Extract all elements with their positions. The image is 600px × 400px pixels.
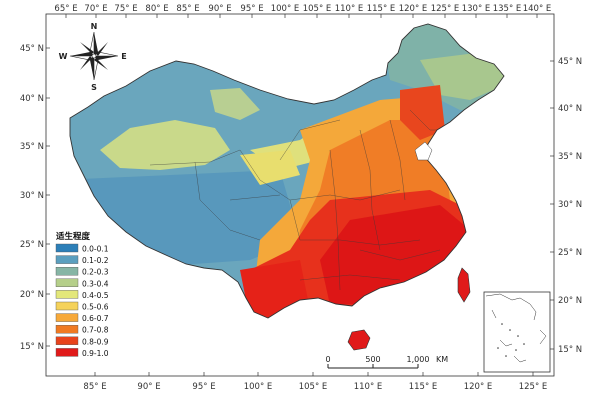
- lon-tick: 140° E: [523, 4, 552, 14]
- legend-swatch: [55, 255, 79, 264]
- scale-bar: 0 500 1,000 KM: [325, 355, 448, 369]
- legend: 适生程度 0.0-0.1 0.1-0.2 0.2-0.3 0.3-0.4 0.4-0.5…: [55, 231, 109, 358]
- lon-tick: 120° E: [399, 4, 428, 14]
- scale-label-500: 500: [365, 355, 380, 364]
- lat-tick: 20° N: [20, 290, 44, 300]
- lon-tick: 80° E: [145, 4, 168, 14]
- south-china-sea-inset: [483, 291, 551, 373]
- lat-tick: 35° N: [558, 152, 582, 162]
- longitude-ticks-bottom: 85° E 90° E 95° E 100° E 105° E 110° E 1…: [83, 382, 547, 392]
- lon-tick: 125° E: [431, 4, 460, 14]
- lon-tick: 110° E: [354, 382, 383, 392]
- lon-tick: 115° E: [409, 382, 438, 392]
- lat-tick: 45° N: [558, 57, 582, 67]
- lon-tick: 105° E: [303, 4, 332, 14]
- band-ordos: [240, 150, 300, 185]
- compass-east: E: [121, 52, 126, 61]
- lat-tick: 15° N: [20, 342, 44, 352]
- legend-label: 0.4-0.5: [82, 291, 109, 300]
- scale-label-1000: 1,000: [407, 355, 430, 364]
- lat-tick: 30° N: [20, 191, 44, 201]
- lon-tick: 65° E: [54, 4, 77, 14]
- legend-swatch: [55, 325, 79, 334]
- lon-tick: 85° E: [83, 382, 106, 392]
- lon-tick: 110° E: [335, 4, 364, 14]
- lon-tick: 100° E: [271, 4, 300, 14]
- lon-tick: 75° E: [114, 4, 137, 14]
- lat-tick: 35° N: [20, 142, 44, 152]
- legend-label: 0.2-0.3: [82, 268, 109, 277]
- lon-tick: 90° E: [208, 4, 231, 14]
- legend-swatch: [55, 301, 79, 311]
- lon-tick: 70° E: [84, 4, 107, 14]
- scale-label-0: 0: [325, 355, 330, 364]
- compass-south: S: [91, 83, 97, 92]
- legend-swatch: [55, 278, 79, 287]
- legend-label: 0.7-0.8: [82, 326, 109, 335]
- band-tarim: [100, 120, 230, 170]
- band-yunnan: [240, 260, 310, 318]
- latitude-ticks-left: 45° N 40° N 35° N 30° N 25° N 20° N 15° …: [20, 44, 44, 352]
- legend-swatch: [55, 336, 79, 345]
- scale-unit: KM: [436, 355, 448, 364]
- lon-tick: 125° E: [519, 382, 548, 392]
- longitude-ticks-top: 65° E 70° E 75° E 80° E 85° E 90° E 95° …: [54, 4, 551, 14]
- legend-title: 适生程度: [56, 231, 91, 242]
- lat-tick: 15° N: [558, 345, 582, 355]
- band-liaoning: [400, 85, 445, 140]
- lat-tick: 40° N: [558, 104, 582, 114]
- compass-rose: N S E W: [59, 22, 127, 92]
- inset-islands: [497, 323, 525, 357]
- lat-tick: 30° N: [558, 200, 582, 210]
- hainan-island: [347, 329, 371, 351]
- lon-tick: 95° E: [240, 4, 263, 14]
- legend-swatch: [55, 290, 79, 299]
- frame-tick-marks: [46, 14, 554, 376]
- lat-tick: 40° N: [20, 94, 44, 104]
- lat-tick: 25° N: [20, 240, 44, 250]
- inset-coastline: [485, 293, 547, 363]
- lon-tick: 120° E: [464, 382, 493, 392]
- lon-tick: 105° E: [299, 382, 328, 392]
- taiwan-island: [457, 267, 471, 303]
- band-dzungaria: [210, 88, 260, 120]
- lon-tick: 95° E: [192, 382, 215, 392]
- compass-north: N: [91, 22, 98, 31]
- legend-label: 0.6-0.7: [82, 314, 109, 323]
- legend-swatch: [55, 267, 79, 276]
- lon-tick: 85° E: [176, 4, 199, 14]
- lon-tick: 90° E: [137, 382, 160, 392]
- compass-west: W: [59, 52, 68, 61]
- legend-label: 0.0-0.1: [82, 245, 109, 254]
- lat-tick: 25° N: [558, 248, 582, 258]
- legend-label: 0.8-0.9: [82, 337, 109, 346]
- legend-label: 0.5-0.6: [82, 303, 109, 312]
- legend-label: 0.9-1.0: [82, 349, 109, 358]
- band-northeast-inner: [420, 50, 504, 100]
- lon-tick: 130° E: [462, 4, 491, 14]
- lat-tick: 20° N: [558, 296, 582, 306]
- lon-tick: 115° E: [367, 4, 396, 14]
- lat-tick: 45° N: [20, 44, 44, 54]
- latitude-ticks-right: 45° N 40° N 35° N 30° N 25° N 20° N 15° …: [558, 57, 582, 355]
- legend-label: 0.3-0.4: [82, 279, 109, 288]
- province-borders: [149, 109, 450, 291]
- legend-swatch: [55, 348, 79, 357]
- legend-swatch: [55, 313, 79, 322]
- legend-label: 0.1-0.2: [82, 256, 109, 265]
- lon-tick: 135° E: [493, 4, 522, 14]
- legend-swatch: [55, 243, 79, 253]
- bohai-sea: [414, 141, 433, 161]
- lon-tick: 100° E: [244, 382, 273, 392]
